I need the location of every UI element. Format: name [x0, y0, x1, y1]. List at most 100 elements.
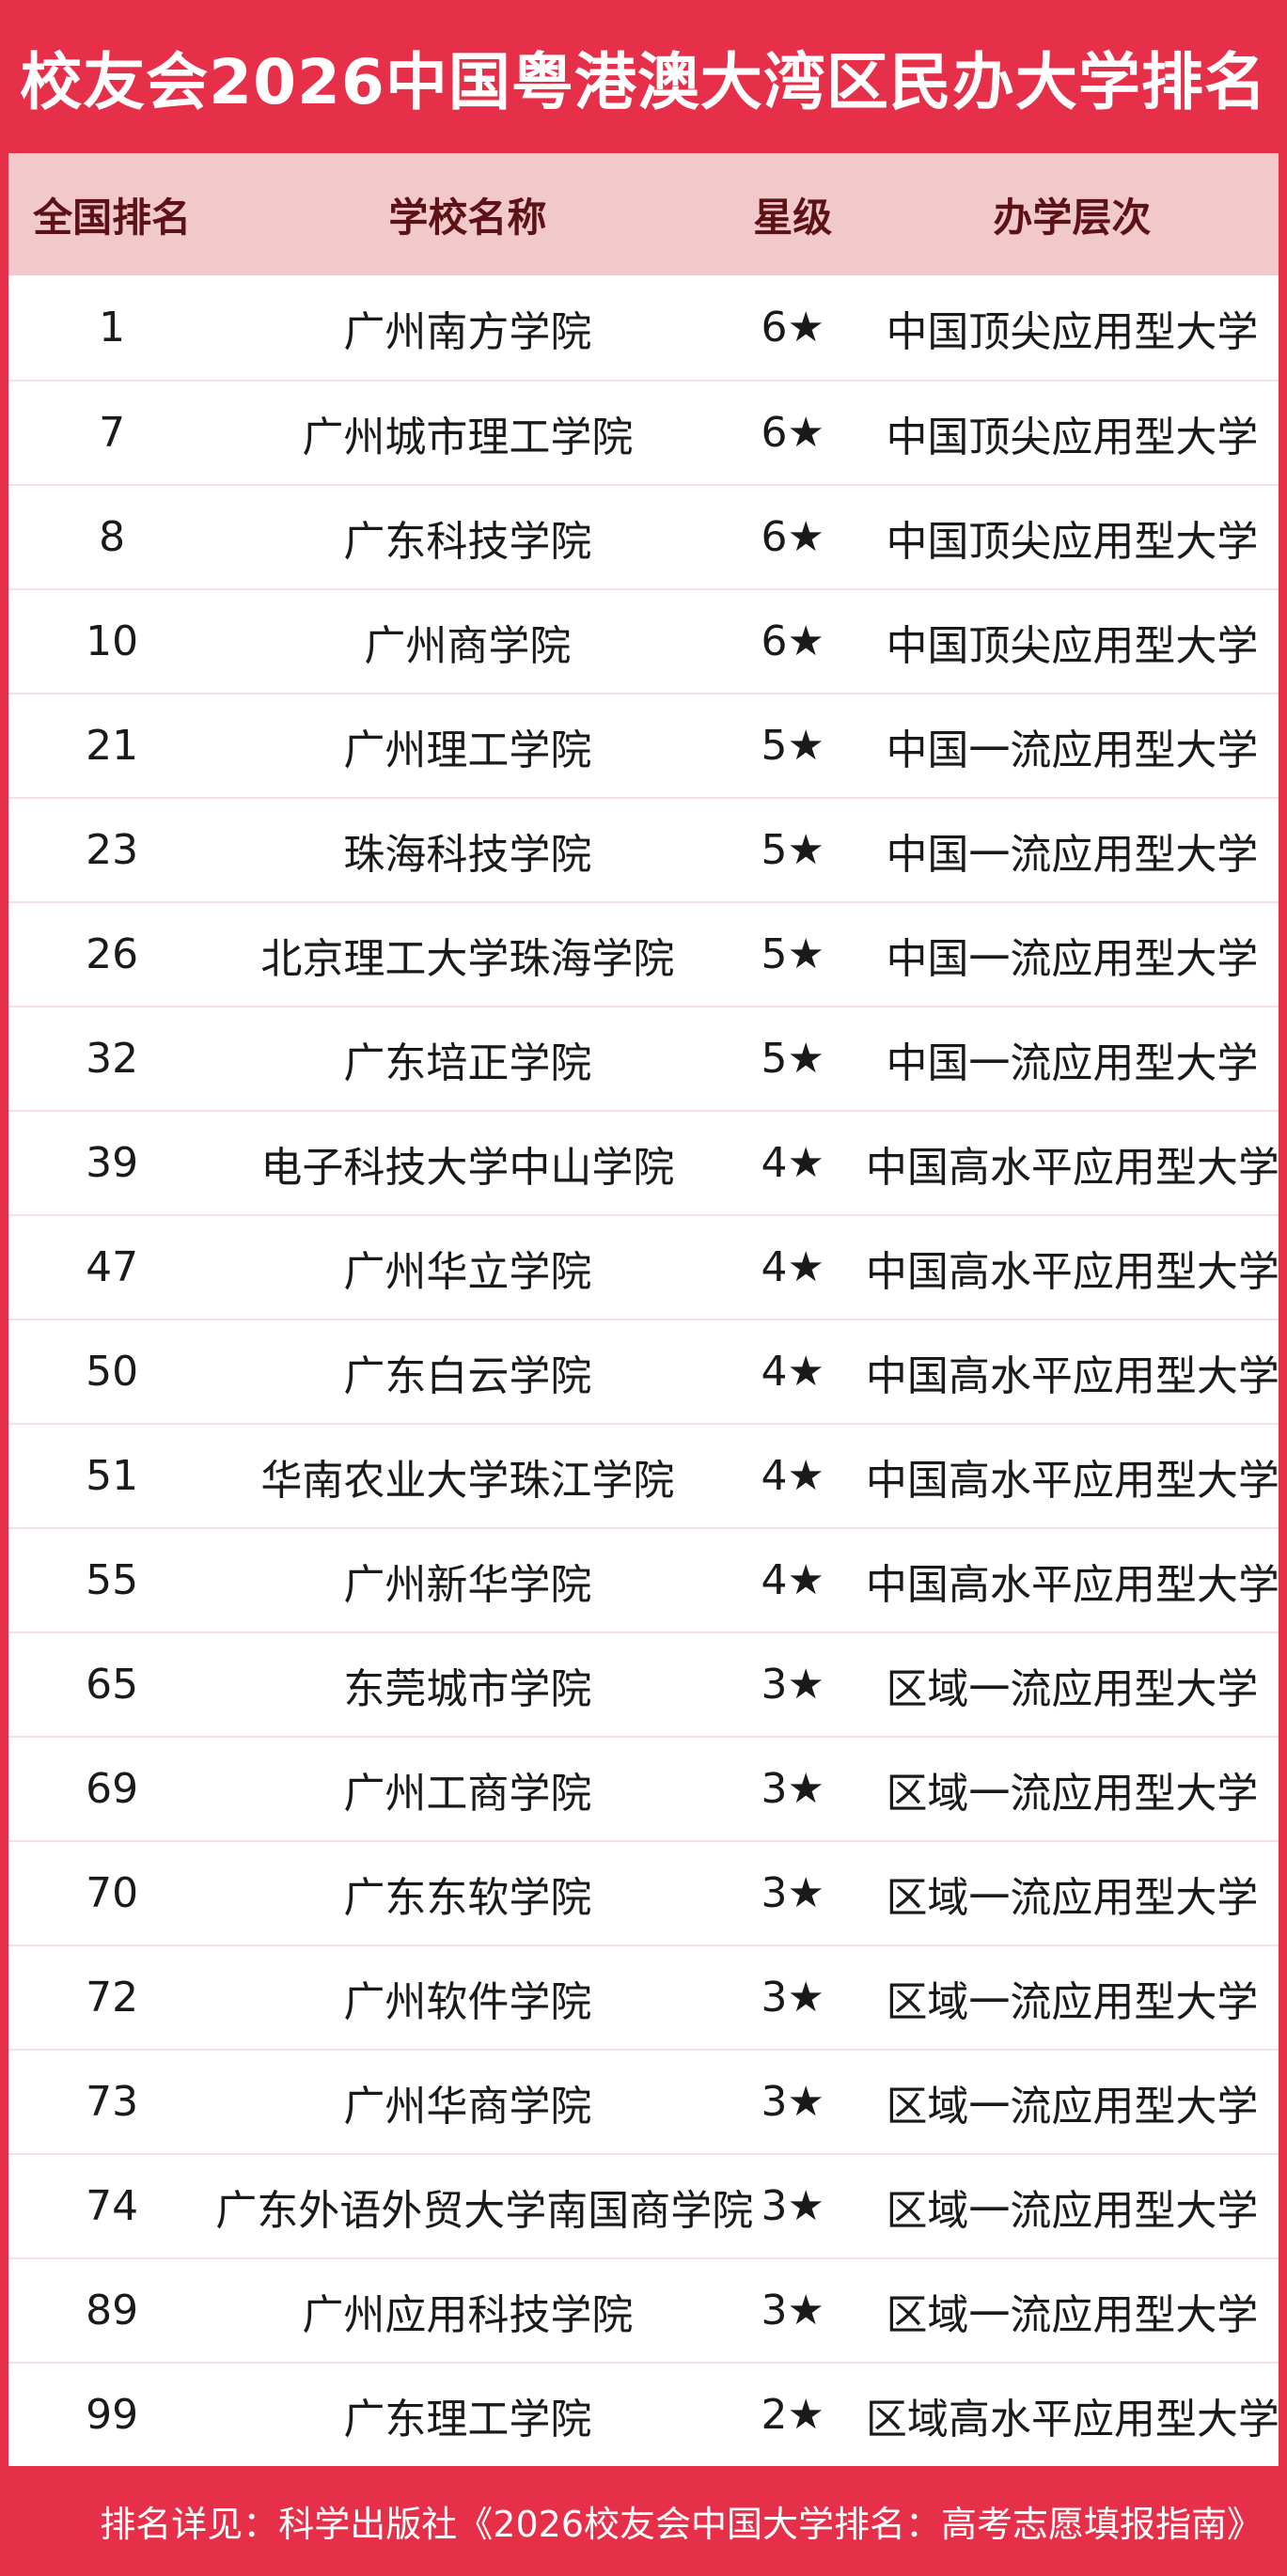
school-name-cell: 广东理工学院 — [343, 2395, 592, 2443]
star-rating-cell: 6★ — [761, 304, 824, 351]
rank-cell: 99 — [86, 2391, 139, 2439]
rank-cell: 74 — [86, 2182, 139, 2230]
school-name-cell: 广州应用科技学院 — [302, 2290, 634, 2339]
star-rating-cell: 6★ — [761, 409, 824, 457]
school-name-cell: 华南农业大学珠江学院 — [260, 1456, 675, 1505]
star-rating-cell: 3★ — [761, 2287, 824, 2334]
rank-cell: 7 — [99, 409, 126, 457]
school-name-cell: 广州南方学院 — [343, 307, 592, 356]
rank-cell: 69 — [86, 1765, 139, 1813]
poster-title-band: 校友会2026中国粤港澳大湾区民办大学排名 — [0, 0, 1287, 153]
education-level-cell: 区域一流应用型大学 — [886, 1873, 1259, 1922]
education-level-cell: 区域高水平应用型大学 — [865, 2395, 1279, 2443]
rank-cell: 70 — [86, 1869, 139, 1917]
school-name-cell: 广州华商学院 — [343, 2082, 592, 2131]
school-name-cell: 广东白云学院 — [343, 1351, 592, 1400]
table-row: 1 广州南方学院 6★ 中国顶尖应用型大学 — [8, 275, 1279, 380]
school-name-cell: 广州工商学院 — [343, 1769, 592, 1818]
education-level-cell: 区域一流应用型大学 — [886, 1769, 1259, 1818]
star-rating-cell: 3★ — [761, 1869, 824, 1917]
table-row: 26 北京理工大学珠海学院 5★ 中国一流应用型大学 — [8, 901, 1279, 1006]
table-row: 50 广东白云学院 4★ 中国高水平应用型大学 — [8, 1319, 1279, 1423]
star-rating-cell: 3★ — [761, 1765, 824, 1813]
star-rating-cell: 5★ — [761, 722, 824, 770]
education-level-cell: 中国顶尖应用型大学 — [886, 621, 1259, 670]
school-name-cell: 广东科技学院 — [343, 517, 592, 566]
star-rating-cell: 3★ — [761, 1974, 824, 2022]
ranking-table: 全国排名 学校名称 星级 办学层次 1 广州南方学院 6★ 中国顶尖应用型大学 … — [8, 153, 1279, 2466]
education-level-cell: 中国高水平应用型大学 — [865, 1560, 1279, 1609]
table-row: 21 广州理工学院 5★ 中国一流应用型大学 — [8, 693, 1279, 797]
school-name-cell: 广东培正学院 — [343, 1038, 592, 1087]
school-name-cell: 广州华立学院 — [343, 1247, 592, 1296]
table-row: 72 广州软件学院 3★ 区域一流应用型大学 — [8, 1944, 1279, 2049]
education-level-cell: 中国一流应用型大学 — [886, 1038, 1259, 1087]
table-row: 8 广东科技学院 6★ 中国顶尖应用型大学 — [8, 484, 1279, 588]
rank-cell: 73 — [86, 2078, 139, 2126]
star-rating-cell: 6★ — [761, 617, 824, 665]
star-rating-cell: 5★ — [761, 930, 824, 978]
column-header-national-rank: 全国排名 — [33, 194, 192, 241]
rank-cell: 1 — [99, 304, 126, 351]
education-level-cell: 区域一流应用型大学 — [886, 1977, 1259, 2026]
education-level-cell: 中国一流应用型大学 — [886, 830, 1259, 879]
rank-cell: 65 — [86, 1661, 139, 1709]
school-name-cell: 广东东软学院 — [343, 1873, 592, 1922]
school-name-cell: 广州理工学院 — [343, 726, 592, 774]
rank-cell: 55 — [86, 1556, 139, 1604]
rank-cell: 47 — [86, 1243, 139, 1291]
education-level-cell: 中国一流应用型大学 — [886, 934, 1259, 983]
star-rating-cell: 3★ — [761, 2182, 824, 2230]
star-rating-cell: 5★ — [761, 1035, 824, 1083]
star-rating-cell: 4★ — [761, 1452, 824, 1500]
school-name-cell: 广州商学院 — [364, 621, 572, 670]
school-name-cell: 广州软件学院 — [343, 1977, 592, 2026]
rank-cell: 26 — [86, 930, 139, 978]
rank-cell: 8 — [99, 513, 126, 561]
star-rating-cell: 4★ — [761, 1556, 824, 1604]
school-name-cell: 东莞城市学院 — [343, 1664, 592, 1713]
table-row: 89 广州应用科技学院 3★ 区域一流应用型大学 — [8, 2257, 1279, 2362]
education-level-cell: 中国顶尖应用型大学 — [886, 517, 1259, 566]
rank-cell: 50 — [86, 1348, 139, 1396]
education-level-cell: 中国顶尖应用型大学 — [886, 413, 1259, 461]
rank-cell: 32 — [86, 1035, 139, 1083]
table-row: 55 广州新华学院 4★ 中国高水平应用型大学 — [8, 1527, 1279, 1631]
education-level-cell: 区域一流应用型大学 — [886, 2082, 1259, 2131]
star-rating-cell: 3★ — [761, 2078, 824, 2126]
table-row: 51 华南农业大学珠江学院 4★ 中国高水平应用型大学 — [8, 1423, 1279, 1527]
table-row: 70 广东东软学院 3★ 区域一流应用型大学 — [8, 1840, 1279, 1944]
education-level-cell: 中国一流应用型大学 — [886, 726, 1259, 774]
star-rating-cell: 2★ — [761, 2391, 824, 2439]
star-rating-cell: 3★ — [761, 1661, 824, 1709]
table-row: 69 广州工商学院 3★ 区域一流应用型大学 — [8, 1736, 1279, 1840]
table-body: 1 广州南方学院 6★ 中国顶尖应用型大学 7 广州城市理工学院 6★ 中国顶尖… — [8, 275, 1279, 2466]
table-header-row: 全国排名 学校名称 星级 办学层次 — [8, 153, 1279, 275]
table-row: 10 广州商学院 6★ 中国顶尖应用型大学 — [8, 588, 1279, 693]
star-rating-cell: 6★ — [761, 513, 824, 561]
table-row: 73 广州华商学院 3★ 区域一流应用型大学 — [8, 2049, 1279, 2153]
page-title: 校友会2026中国粤港澳大湾区民办大学排名 — [20, 45, 1267, 118]
star-rating-cell: 4★ — [761, 1243, 824, 1291]
rank-cell: 10 — [86, 617, 139, 665]
table-row: 47 广州华立学院 4★ 中国高水平应用型大学 — [8, 1214, 1279, 1319]
star-rating-cell: 5★ — [761, 826, 824, 874]
education-level-cell: 区域一流应用型大学 — [886, 2186, 1259, 2235]
rank-cell: 72 — [86, 1974, 139, 2022]
star-rating-cell: 4★ — [761, 1139, 824, 1187]
education-level-cell: 区域一流应用型大学 — [886, 1664, 1259, 1713]
star-rating-cell: 4★ — [761, 1348, 824, 1396]
school-name-cell: 广州新华学院 — [343, 1560, 592, 1609]
table-row: 23 珠海科技学院 5★ 中国一流应用型大学 — [8, 797, 1279, 901]
education-level-cell: 中国高水平应用型大学 — [865, 1143, 1279, 1192]
school-name-cell: 广东外语外贸大学南国商学院 — [215, 2186, 754, 2235]
column-header-school-name: 学校名称 — [388, 194, 547, 241]
school-name-cell: 电子科技大学中山学院 — [260, 1143, 675, 1192]
school-name-cell: 广州城市理工学院 — [302, 413, 634, 461]
column-header-star-level: 星级 — [753, 194, 833, 241]
footer-note: 排名详见：科学出版社《2026校友会中国大学排名：高考志愿填报指南》 — [100, 2504, 1263, 2545]
rank-cell: 89 — [86, 2287, 139, 2334]
table-row: 74 广东外语外贸大学南国商学院 3★ 区域一流应用型大学 — [8, 2153, 1279, 2257]
education-level-cell: 中国高水平应用型大学 — [865, 1456, 1279, 1505]
